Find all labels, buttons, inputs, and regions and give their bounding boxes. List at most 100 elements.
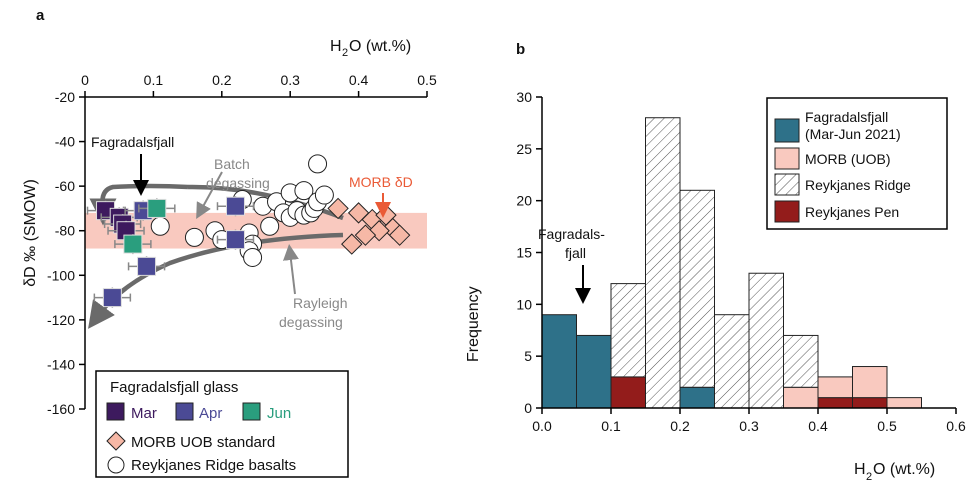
legend-apr-label: Apr <box>199 405 222 422</box>
bar-reykjanes-pen <box>817 397 853 409</box>
point-apr <box>225 230 245 250</box>
bar-reykjanes-ridge <box>783 334 819 388</box>
panel-b-x-axis-label: H 2 O (wt.%) <box>854 461 935 481</box>
legend-mar-swatch <box>106 402 125 421</box>
panel-a-annotations: Fagradalsfjall Batch degassing MORB δD R… <box>91 134 413 330</box>
panel-a-axes: 0 0.1 0.2 0.3 0.4 0.5 -20 -40 -60 -80 -100 -120 -140… <box>22 72 437 417</box>
panel-a-x-axis-label: H 2 O (wt.%) <box>330 38 411 59</box>
point-jun <box>123 234 143 254</box>
y-tick-label: -20 <box>55 89 75 105</box>
histogram-bars <box>541 117 922 409</box>
bar-morb-(uob) <box>817 376 853 399</box>
bar-reykjanes-pen <box>610 376 646 409</box>
point-morb <box>327 197 349 220</box>
x-tick-label: 0.1 <box>144 72 164 88</box>
point-morb <box>388 224 411 246</box>
point-reykjanes-ridge <box>184 227 204 247</box>
morb-dd-label: MORB δD <box>349 174 413 190</box>
batch-curve-left <box>100 183 189 209</box>
y-tick-label-b: 10 <box>516 296 532 312</box>
point-jun <box>147 198 167 218</box>
rayleigh-label-2: degassing <box>279 314 343 330</box>
legend-rp-label: Reykjanes Pen <box>805 204 899 220</box>
x-tick-label: 0.3 <box>280 72 300 88</box>
bar-reykjanes-pen <box>852 397 888 409</box>
y-tick-label-b: 20 <box>516 193 532 209</box>
legend-box <box>95 370 349 478</box>
point-apr <box>102 288 122 308</box>
panel-b-axes: 0.0 0.1 0.2 0.3 0.4 0.5 0.6 0 5 10 15 20 25 30 <box>516 89 966 434</box>
legend-jun-swatch <box>242 402 261 421</box>
legend-morb-label: MORB UOB standard <box>131 434 275 451</box>
point-morb <box>347 202 370 224</box>
batch-arrow <box>196 171 223 220</box>
y-tick-label-b: 15 <box>516 245 532 261</box>
x-tick-label: 0.4 <box>349 72 369 88</box>
panel-b-legend: Fagradalsfjall (Mar-Jun 2021) MORB (UOB)… <box>766 97 948 230</box>
point-morb <box>354 224 377 246</box>
batch-label-1: Batch <box>214 156 250 172</box>
point-reykjanes-ridge <box>294 181 314 201</box>
bar-morb-(uob) <box>852 366 888 399</box>
bar-fagradalsfjall-(mar-jun <box>679 386 715 409</box>
legend-title: Fagradalsfjall glass <box>110 379 238 396</box>
point-apr <box>225 196 245 216</box>
x-tick-label-b: 0.3 <box>739 418 759 434</box>
x-tick-label-b: 0.5 <box>877 418 897 434</box>
x-tick-label-b: 0.2 <box>670 418 690 434</box>
legend-rr-label: Reykjanes Ridge basalts <box>131 457 296 474</box>
batch-label-2: degassing <box>206 175 270 191</box>
y-tick-label: -140 <box>47 356 75 372</box>
y-tick-label-b: 0 <box>524 400 532 416</box>
y-tick-label: -40 <box>55 134 75 150</box>
legend-morb-swatch <box>106 431 126 451</box>
bar-reykjanes-ridge <box>610 283 646 378</box>
panel-a-legend: Fagradalsfjall glass Mar Apr Jun MORB UO… <box>95 370 349 478</box>
bar-fagradalsfjall-(mar-jun <box>576 334 612 409</box>
panel-a-points <box>86 154 411 308</box>
point-apr <box>137 256 157 276</box>
point-reykjanes-ridge <box>243 247 263 267</box>
x-tick-label-b: 0.6 <box>946 418 966 434</box>
legend-jun-label: Jun <box>267 405 291 422</box>
point-morb <box>341 233 363 255</box>
legend-fag-label-2: (Mar-Jun 2021) <box>805 126 901 142</box>
legend-rp-swatch <box>774 200 800 223</box>
x-axis-label-subscript: 2 <box>342 47 348 59</box>
legend-morb-label-b: MORB (UOB) <box>805 151 891 167</box>
point-reykjanes-ridge <box>308 154 328 174</box>
point-reykjanes-ridge <box>314 185 334 205</box>
x-tick-label-b: 0.4 <box>808 418 828 434</box>
y-tick-label: -60 <box>55 178 75 194</box>
x-axis-label-h-b: H <box>854 461 866 478</box>
legend-rr-label-b: Reykjanes Ridge <box>805 177 911 193</box>
bar-morb-(uob) <box>783 386 819 409</box>
point-reykjanes-ridge <box>150 216 170 236</box>
panel-b-label: b <box>516 41 525 58</box>
legend-mar-label: Mar <box>131 405 157 422</box>
x-tick-label-b: 0.0 <box>532 418 552 434</box>
legend-rr-swatch <box>107 456 125 474</box>
x-tick-label: 0.2 <box>212 72 232 88</box>
legend-morb-swatch-b <box>774 147 800 170</box>
x-axis-label-h: H <box>330 38 342 55</box>
panel-a-y-axis-label: δD ‰ (SMOW) <box>22 179 39 287</box>
y-tick-label-b: 25 <box>516 141 532 157</box>
fagradals-label-2: fjall <box>565 245 586 261</box>
x-tick-label: 0.5 <box>417 72 437 88</box>
panel-b-y-axis-label: Frequency <box>465 286 482 362</box>
x-axis-label-rest: O (wt.%) <box>349 38 411 55</box>
y-tick-label-b: 30 <box>516 89 532 105</box>
x-tick-label-b: 0.1 <box>601 418 621 434</box>
x-tick-label: 0 <box>81 72 89 88</box>
fagradals-label-1: Fagradals- <box>538 226 605 242</box>
batch-curve-right <box>187 184 344 221</box>
bar-reykjanes-ridge <box>748 272 784 409</box>
bar-morb-(uob) <box>886 397 922 409</box>
legend-apr-swatch <box>175 402 194 421</box>
fagradalsfjall-label: Fagradalsfjall <box>91 134 174 150</box>
rayleigh-arrow <box>283 244 299 295</box>
legend-fag-label-1: Fagradalsfjall <box>805 109 888 125</box>
rayleigh-label-1: Rayleigh <box>293 295 347 311</box>
